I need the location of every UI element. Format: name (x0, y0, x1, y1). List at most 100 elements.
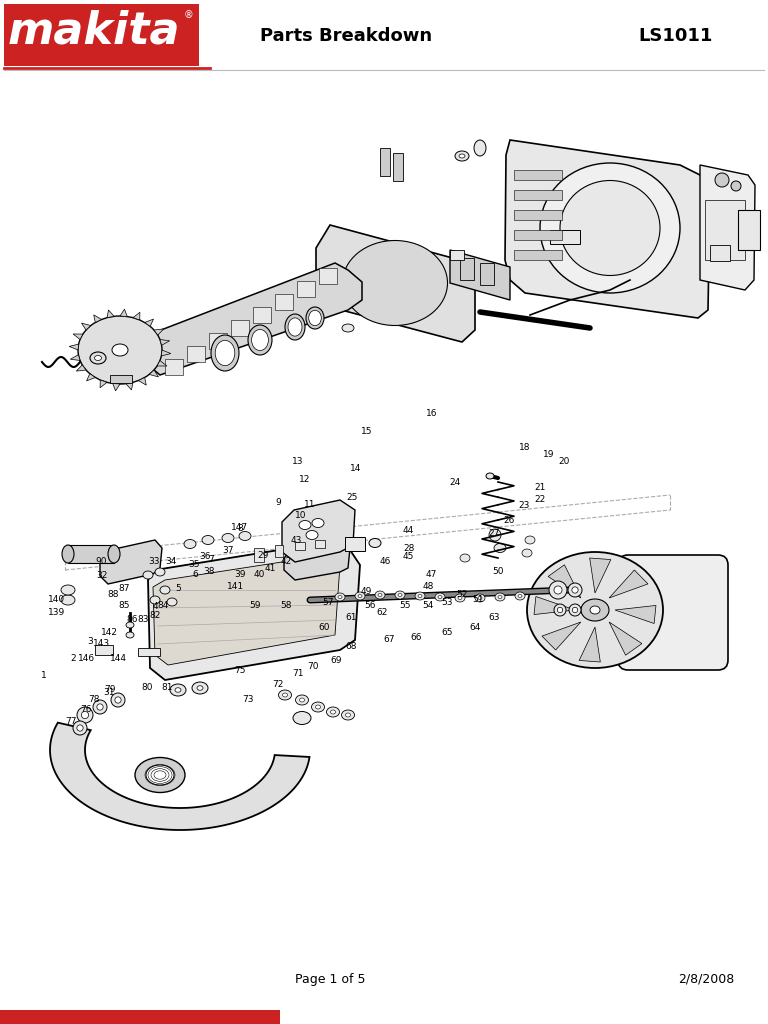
Ellipse shape (211, 335, 239, 371)
Circle shape (77, 707, 93, 723)
Ellipse shape (160, 586, 170, 594)
Text: 69: 69 (331, 656, 342, 665)
Text: 28: 28 (404, 545, 415, 553)
Ellipse shape (458, 597, 462, 599)
Ellipse shape (306, 307, 324, 329)
Text: 82: 82 (150, 611, 161, 620)
Text: 2/8/2008: 2/8/2008 (678, 973, 735, 985)
Polygon shape (700, 165, 755, 290)
Ellipse shape (300, 698, 304, 702)
Ellipse shape (306, 530, 318, 540)
Text: 45: 45 (403, 552, 414, 560)
Ellipse shape (475, 594, 485, 602)
Text: 146: 146 (78, 654, 94, 663)
Text: 63: 63 (488, 613, 499, 622)
Text: 46: 46 (380, 557, 391, 565)
Text: 42: 42 (281, 557, 292, 565)
Ellipse shape (358, 595, 362, 597)
Ellipse shape (197, 686, 203, 690)
Polygon shape (133, 312, 140, 319)
Ellipse shape (252, 330, 268, 350)
Polygon shape (100, 540, 162, 584)
Text: 79: 79 (104, 685, 115, 693)
Text: 38: 38 (204, 567, 214, 575)
Circle shape (715, 173, 729, 187)
Bar (705, 200, 745, 260)
Text: 59: 59 (250, 601, 260, 609)
Polygon shape (81, 324, 91, 330)
Text: 4: 4 (152, 602, 158, 610)
Bar (315, 540, 325, 548)
Text: 53: 53 (442, 598, 452, 606)
Polygon shape (71, 354, 80, 360)
Ellipse shape (112, 344, 128, 356)
Bar (710, 245, 730, 261)
Text: 73: 73 (243, 695, 253, 703)
Polygon shape (76, 365, 86, 371)
Ellipse shape (455, 594, 465, 602)
Ellipse shape (316, 705, 320, 709)
Ellipse shape (435, 593, 445, 601)
Ellipse shape (175, 688, 181, 692)
Ellipse shape (94, 355, 101, 360)
Polygon shape (138, 378, 146, 385)
Text: 36: 36 (200, 552, 210, 560)
Text: 6: 6 (192, 570, 198, 579)
Ellipse shape (309, 310, 321, 326)
Text: 16: 16 (426, 410, 437, 418)
Text: 88: 88 (108, 591, 118, 599)
Bar (514, 210, 562, 220)
Polygon shape (50, 723, 310, 830)
Ellipse shape (299, 520, 311, 529)
Bar (68, 545, 114, 563)
Ellipse shape (146, 765, 174, 785)
Bar (253, 307, 271, 323)
Polygon shape (149, 370, 158, 377)
Ellipse shape (418, 595, 422, 597)
Text: 70: 70 (307, 663, 318, 671)
Ellipse shape (415, 592, 425, 600)
Text: 68: 68 (346, 642, 356, 650)
Bar (738, 210, 760, 250)
Ellipse shape (62, 545, 74, 563)
Polygon shape (450, 250, 510, 300)
Text: 57: 57 (323, 598, 333, 606)
Ellipse shape (455, 151, 469, 161)
Bar (209, 333, 227, 349)
Polygon shape (505, 140, 710, 318)
Polygon shape (126, 382, 133, 390)
Text: 90: 90 (96, 557, 107, 565)
Text: makita: makita (8, 9, 180, 52)
Polygon shape (154, 329, 164, 335)
Polygon shape (609, 570, 648, 598)
Text: Parts Breakdown: Parts Breakdown (260, 27, 432, 45)
Ellipse shape (167, 598, 177, 606)
Polygon shape (120, 309, 127, 316)
Text: LS1011: LS1011 (639, 27, 713, 45)
Text: 147: 147 (231, 523, 248, 531)
Text: 34: 34 (165, 557, 176, 565)
Polygon shape (153, 558, 340, 665)
Polygon shape (548, 565, 581, 598)
Ellipse shape (527, 552, 663, 668)
Text: 56: 56 (365, 601, 376, 609)
Polygon shape (148, 545, 360, 680)
Ellipse shape (312, 702, 325, 712)
Ellipse shape (279, 690, 292, 700)
Bar (138, 648, 160, 656)
Ellipse shape (494, 544, 506, 553)
Text: 41: 41 (265, 564, 276, 572)
Bar (514, 230, 562, 240)
Text: 55: 55 (399, 601, 410, 609)
Text: 85: 85 (119, 601, 130, 609)
Bar (0, 1010, 280, 1024)
Text: 87: 87 (119, 585, 130, 593)
Bar (345, 537, 365, 551)
Text: 141: 141 (227, 583, 244, 591)
Text: 35: 35 (188, 560, 199, 568)
Ellipse shape (522, 549, 532, 557)
Ellipse shape (312, 518, 324, 527)
Ellipse shape (192, 682, 208, 694)
Bar (187, 346, 205, 362)
Text: 61: 61 (346, 613, 356, 622)
